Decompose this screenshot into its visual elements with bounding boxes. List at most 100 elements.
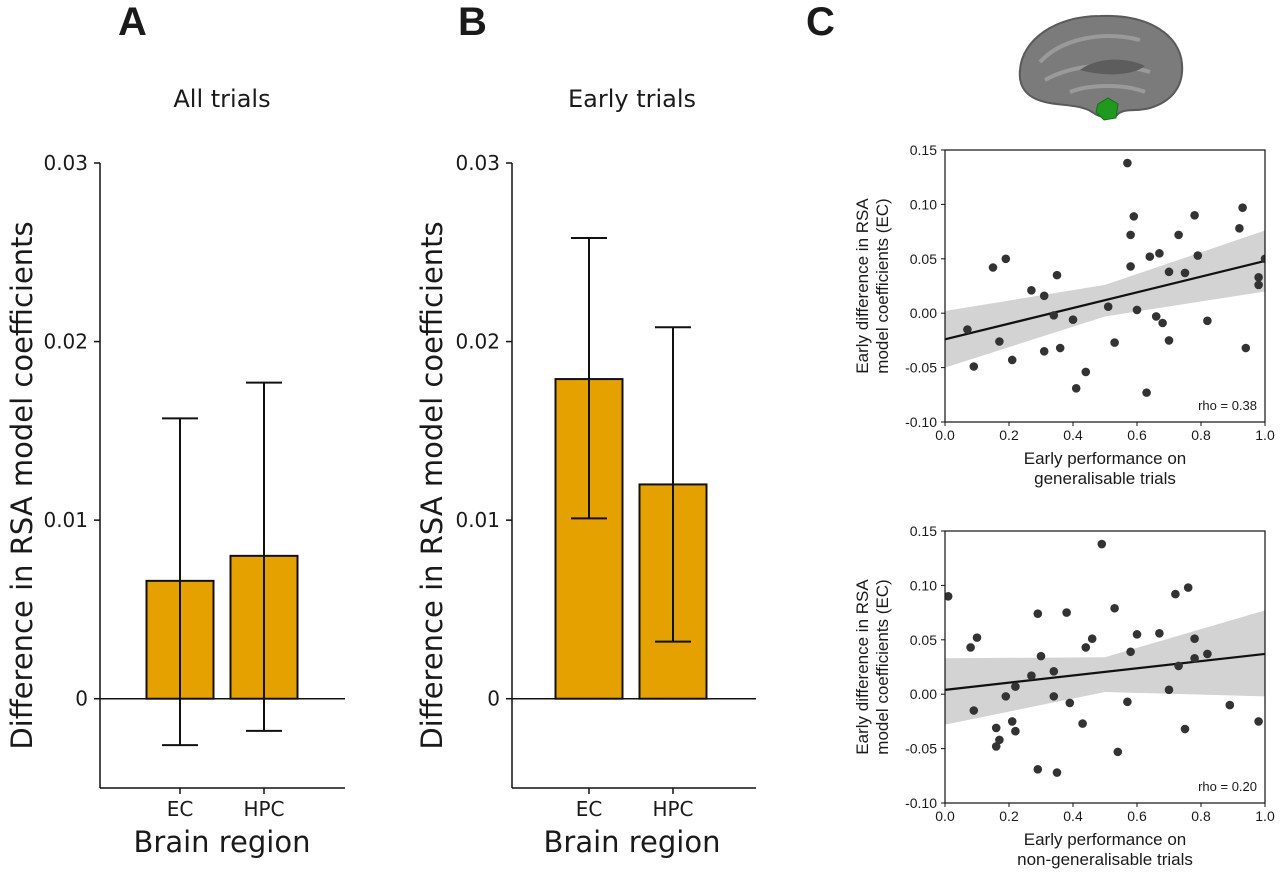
data-point [1068, 315, 1078, 325]
y-tick-label: 0.03 [455, 151, 500, 175]
x-tick-label: 0.2 [999, 808, 1019, 824]
y-axis-label-line1: Early difference in RSA [853, 579, 872, 755]
data-point [1126, 647, 1135, 657]
data-point [1103, 302, 1113, 311]
y-axis-label: Difference in RSA model coefficients [415, 221, 449, 749]
data-point [1203, 649, 1212, 659]
x-tick-label: 0.4 [1063, 427, 1083, 443]
data-point [1132, 630, 1142, 639]
x-tick-label: 0.4 [1063, 808, 1083, 824]
data-point [1011, 726, 1020, 736]
data-point [1113, 747, 1123, 757]
rho-annotation: rho = 0.20 [1198, 779, 1257, 794]
y-axis-label: Difference in RSA model coefficients [5, 221, 39, 749]
data-point [1049, 692, 1059, 701]
y-axis-label-line2: model coefficients (EC) [873, 198, 892, 373]
data-point [1158, 318, 1167, 328]
x-tick-label: 0.0 [935, 427, 955, 443]
data-point [1007, 717, 1017, 726]
data-point [1011, 682, 1020, 691]
data-point [1033, 609, 1043, 618]
data-point [1110, 603, 1119, 613]
y-tick-label: -0.10 [905, 414, 937, 430]
data-point [1190, 653, 1199, 663]
y-tick-label: 0.02 [43, 330, 88, 354]
data-point [1190, 634, 1199, 644]
data-point [969, 362, 979, 371]
data-point [1171, 589, 1180, 599]
y-tick-label: 0.01 [43, 508, 88, 532]
chart-title: Early trials [568, 85, 696, 113]
data-point [1151, 312, 1161, 321]
x-tick-label: 0.6 [1127, 427, 1147, 443]
rho-annotation: rho = 0.38 [1198, 398, 1257, 413]
data-point [1142, 388, 1151, 397]
y-tick-label: -0.05 [905, 741, 937, 757]
x-axis-label-line2: non-generalisable trials [1017, 850, 1193, 869]
data-point [969, 706, 979, 715]
data-point [1081, 643, 1091, 652]
x-axis-label: Brain region [134, 825, 311, 859]
scatter-generalisable: 0.0 0.2 0.4 0.6 0.8 1.0 0.15 0.10 0.05 0.00 -0.05 -… [853, 142, 1275, 488]
data-point [1174, 661, 1183, 671]
data-point [1190, 210, 1199, 220]
data-point [1145, 252, 1155, 261]
regression-line [944, 652, 1266, 691]
y-tick-label: 0.05 [910, 632, 937, 648]
data-point [1164, 685, 1174, 695]
y-tick-label: 0.02 [455, 330, 500, 354]
data-point [1164, 336, 1174, 345]
x-tick-label: HPC [243, 797, 284, 821]
data-point [1132, 305, 1142, 315]
data-point [1123, 697, 1132, 707]
data-point [1235, 224, 1244, 233]
data-point [1225, 700, 1235, 710]
data-point [1065, 698, 1075, 708]
data-point [1155, 628, 1164, 638]
y-tick-label: 0.10 [910, 196, 937, 212]
x-tick-label: HPC [652, 797, 693, 821]
data-point [1174, 230, 1183, 240]
data-point [1183, 583, 1193, 592]
data-point [1129, 212, 1139, 221]
data-point [1260, 254, 1265, 264]
y-tick-label: -0.05 [905, 360, 937, 376]
chart-title: All trials [173, 85, 270, 113]
y-tick-label: 0 [487, 687, 500, 711]
x-tick-label: 0.0 [935, 808, 955, 824]
data-point [1126, 230, 1135, 240]
data-point [1039, 291, 1049, 301]
x-axis-label-line2: generalisable trials [1034, 469, 1176, 488]
x-tick-label: 1.0 [1255, 427, 1275, 443]
y-axis-label-line2: model coefficients (EC) [873, 579, 892, 754]
bar-chart-early-trials: 0 0.01 0.02 0.03 EC HPC Early trials Brain regi… [415, 85, 756, 859]
data-point [1180, 268, 1190, 278]
data-point [1126, 262, 1135, 271]
data-point [1055, 343, 1065, 353]
panel-letter-b: B [458, 0, 487, 44]
y-axis-label-line1: Early difference in RSA [853, 198, 872, 374]
data-point [1036, 651, 1046, 661]
y-tick-label: 0.00 [910, 305, 937, 321]
data-point [995, 337, 1004, 346]
plot-frame [944, 530, 1266, 804]
y-tick-label: 0.03 [43, 151, 88, 175]
x-tick-label: 0.8 [1191, 427, 1211, 443]
data-point [1110, 338, 1119, 347]
scatter-non-generalisable: 0.0 0.2 0.4 0.6 0.8 1.0 0.15 0.10 0.05 0.00 -0.05 -… [853, 523, 1275, 869]
y-tick-label: 0 [75, 687, 88, 711]
data-point [1001, 254, 1011, 264]
data-point [1081, 367, 1091, 377]
data-point [1007, 355, 1017, 365]
data-point [1033, 764, 1043, 774]
data-point [988, 263, 998, 272]
data-point [972, 633, 982, 642]
data-point [1049, 667, 1059, 676]
data-point [1241, 343, 1251, 353]
data-point [1155, 249, 1164, 258]
data-point [966, 643, 975, 652]
data-point [1254, 717, 1263, 726]
data-point [995, 735, 1004, 745]
data-point [1254, 280, 1263, 290]
data-point [1027, 286, 1036, 295]
